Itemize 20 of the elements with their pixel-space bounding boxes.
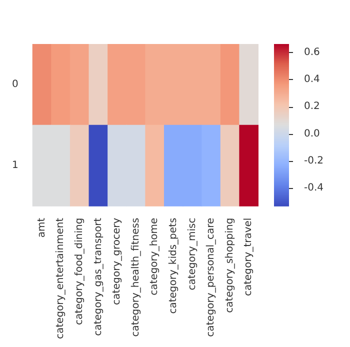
x-tick-label: category_gas_transport xyxy=(92,218,104,336)
color-bar-label: 0.0 xyxy=(304,128,320,140)
x-tick-label: category_misc xyxy=(186,218,198,290)
x-tick-label: category_home xyxy=(149,218,160,296)
color-bar-label: -0.2 xyxy=(304,156,324,167)
x-tick-label: category_travel xyxy=(243,218,254,296)
color-bar-label: 0.6 xyxy=(304,46,320,58)
x-tick-label: category_shopping xyxy=(224,218,236,313)
x-tick-label: category_entertainment xyxy=(55,218,66,339)
color-bar-label: 0.2 xyxy=(304,101,320,112)
color-bar-label: -0.4 xyxy=(304,182,324,194)
x-tick-label: category_health_fitness xyxy=(130,218,142,337)
x-tick-label: category_personal_care xyxy=(206,218,217,337)
x-tick-label: category_grocery xyxy=(112,218,123,306)
x-tick-label: category_food_dining xyxy=(74,218,85,326)
x-tick-label: amt xyxy=(36,218,48,238)
color-bar-label: 0.4 xyxy=(304,74,320,85)
y-tick-label: 0 xyxy=(12,79,18,90)
x-tick-label: category_kids_pets xyxy=(168,218,179,314)
y-tick-label: 1 xyxy=(12,160,18,171)
